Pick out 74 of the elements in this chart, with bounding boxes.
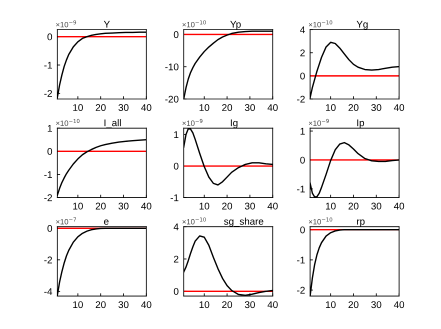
y-tick-label: 0	[47, 33, 52, 40]
x-tick-label: 10	[326, 104, 336, 112]
y-tick-label: -2	[44, 256, 52, 264]
x-tick-label: 40	[268, 104, 278, 112]
chart-title: sg_share	[224, 218, 264, 227]
y-tick-label: -4	[44, 288, 52, 295]
y-tick-label: -2	[44, 90, 52, 97]
y-tick-label: 0	[300, 156, 305, 164]
chart-title: Y	[104, 20, 110, 28]
chart-title: I_all	[104, 119, 121, 128]
x-tick-label: 40	[268, 202, 278, 210]
x-tick-label: 20	[222, 301, 232, 308]
y-tick-label: 4	[174, 224, 179, 230]
x-tick-label: 10	[200, 104, 210, 112]
y-tick-label: 0	[174, 288, 178, 295]
y-tick-label: -1	[297, 186, 305, 192]
x-tick-label: 30	[371, 202, 382, 210]
y-tick-label: -1	[44, 62, 52, 69]
y-tick-label: 4	[300, 26, 305, 34]
x-tick-label: 10	[200, 202, 210, 210]
y-tick-label: -2	[44, 194, 52, 202]
chart-title: Ig	[230, 119, 238, 128]
x-tick-label: 40	[141, 301, 152, 308]
x-tick-label: 30	[371, 104, 382, 112]
chart-title: rp	[357, 219, 365, 227]
x-tick-label: 10	[326, 301, 336, 308]
x-tick-label: 20	[96, 301, 106, 308]
chart-title: Ip	[357, 119, 364, 128]
y-tick-label: 2	[174, 256, 178, 263]
y-tick-label: -1	[44, 171, 52, 178]
y-tick-label: 1	[300, 128, 305, 135]
y-tick-label: 1	[174, 131, 178, 138]
x-tick-label: 20	[96, 202, 106, 210]
y-tick-label: 1	[48, 124, 52, 132]
x-tick-label: 30	[244, 301, 255, 308]
y-tick-label: -2	[297, 96, 305, 103]
y-tick-label: 2	[300, 49, 305, 56]
y-tick-label: 0	[47, 148, 52, 155]
x-tick-label: 20	[348, 301, 358, 308]
x-tick-label: 30	[244, 202, 255, 210]
x-tick-label: 40	[268, 301, 278, 308]
x-tick-label: 40	[141, 202, 152, 210]
x-tick-label: 30	[118, 202, 129, 210]
y-tick-label: 0	[300, 72, 305, 80]
y-tick-label: 0	[174, 31, 178, 38]
x-tick-label: 20	[222, 104, 232, 112]
chart-title: Yp	[230, 20, 241, 30]
x-tick-label: 10	[73, 104, 83, 112]
x-tick-label: 10	[73, 301, 83, 308]
y-tick-label: -1	[170, 194, 178, 202]
x-tick-label: 30	[371, 301, 382, 308]
x-tick-label: 40	[394, 104, 404, 112]
chart-title: e	[104, 219, 109, 225]
x-tick-label: 20	[348, 104, 358, 112]
y-tick-label: -2	[297, 286, 305, 294]
x-tick-label: 20	[222, 202, 232, 210]
y-tick-label: -10	[165, 63, 178, 70]
x-tick-label: 20	[96, 104, 106, 112]
x-tick-label: 40	[394, 301, 404, 308]
x-tick-label: 10	[73, 202, 83, 210]
x-tick-label: 40	[394, 202, 404, 210]
x-tick-label: 10	[200, 301, 210, 308]
y-tick-label: 0	[174, 162, 178, 170]
y-tick-label: 0	[300, 226, 305, 234]
y-tick-label: -1	[297, 256, 305, 264]
y-tick-label: -20	[165, 96, 178, 103]
y-tick-label: 0	[47, 225, 52, 232]
chart-title: Yg	[356, 20, 368, 30]
x-tick-label: 40	[141, 104, 152, 112]
x-tick-label: 10	[326, 202, 336, 210]
x-tick-label: 30	[118, 301, 129, 308]
x-tick-label: 30	[244, 104, 255, 112]
x-tick-label: 20	[348, 202, 358, 210]
x-tick-label: 30	[118, 104, 129, 112]
